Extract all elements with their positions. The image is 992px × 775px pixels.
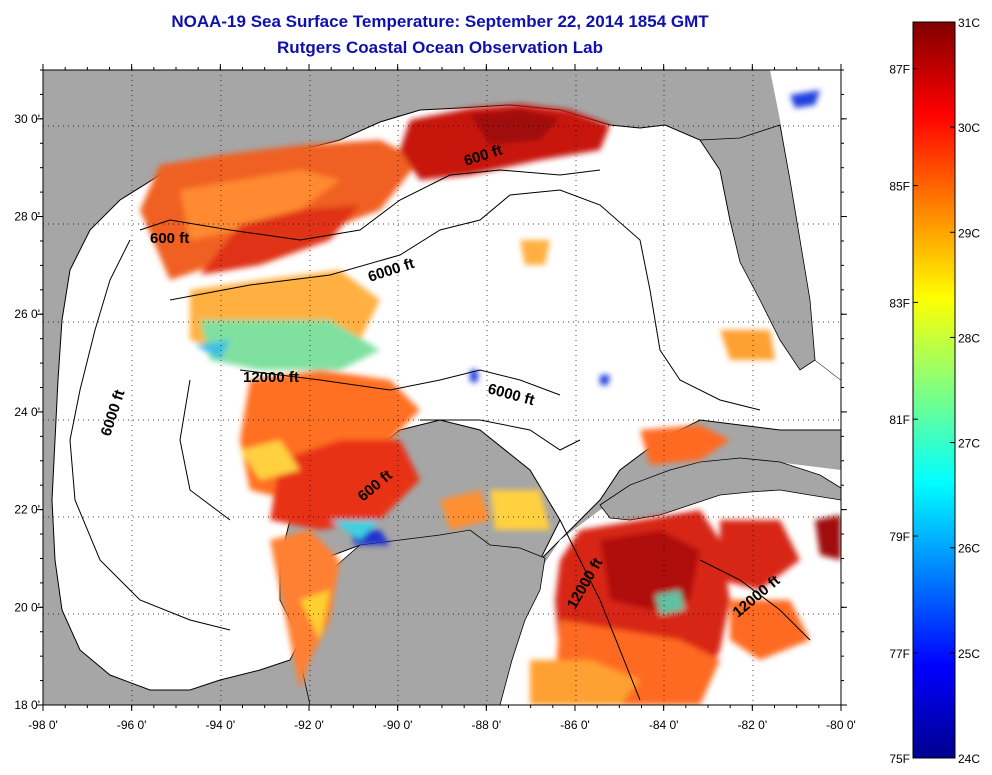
y-axis: 30 0' 28 0' 26 0' 24 0' 22 0' 20 0' 18 0' [14,69,847,712]
colorbar-f-label: 83F [889,296,910,310]
colorbar-f-label: 87F [889,63,910,77]
graticule [43,70,841,705]
y-tick-label: 24 0' [14,405,40,419]
x-tick-label: -86 0' [560,718,590,732]
y-tick-label: 18 0' [14,698,40,712]
y-tick-label: 30 0' [14,112,40,126]
x-tick-label: -90 0' [383,718,413,732]
colorbar-fahrenheit-ticks: 87F 85F 83F 81F 79F 77F 75F [889,63,918,766]
cuba-land [599,457,841,521]
colorbar-c-label: 30C [958,121,980,135]
x-tick-label: -82 0' [738,718,768,732]
colorbar-celsius-ticks: 31C 30C 29C 28C 27C 26C 25C 24C [950,16,980,766]
atlantic-water [770,70,841,380]
colorbar-c-label: 26C [958,542,980,556]
map-subtitle: Rutgers Coastal Ocean Observation Lab [277,38,603,57]
x-tick-label: -96 0' [117,718,147,732]
sst-data-layer [140,90,841,705]
colorbar-f-label: 75F [889,752,910,766]
bathymetry-contours [69,169,811,701]
colorbar-f-label: 79F [889,530,910,544]
florida-land [699,124,816,371]
colorbar-f-label: 85F [889,180,910,194]
y-tick-label: 26 0' [14,307,40,321]
colorbar-c-label: 28C [958,331,980,345]
colorbar-c-label: 24C [958,752,980,766]
y-tick-label: 22 0' [14,503,40,517]
colorbar-f-label: 81F [889,413,910,427]
x-tick-label: -84 0' [649,718,679,732]
x-tick-label: -94 0' [206,718,236,732]
colorbar-c-label: 25C [958,647,980,661]
x-tick-label: -80 0' [826,718,856,732]
colorbar-c-label: 31C [958,16,980,30]
y-tick-label: 28 0' [14,210,40,224]
contour-label: 600 ft [150,230,189,247]
y-tick-label: 20 0' [14,600,40,614]
x-tick-label: -88 0' [472,718,502,732]
x-tick-label: -92 0' [294,718,324,732]
colorbar-c-label: 29C [958,226,980,240]
colorbar [912,21,956,759]
x-tick-label: -98 0' [28,718,58,732]
contour-label: 12000 ft [243,369,299,386]
colorbar-c-label: 27C [958,437,980,451]
colorbar-f-label: 77F [889,647,910,661]
map-title: NOAA-19 Sea Surface Temperature: Septemb… [171,12,709,31]
